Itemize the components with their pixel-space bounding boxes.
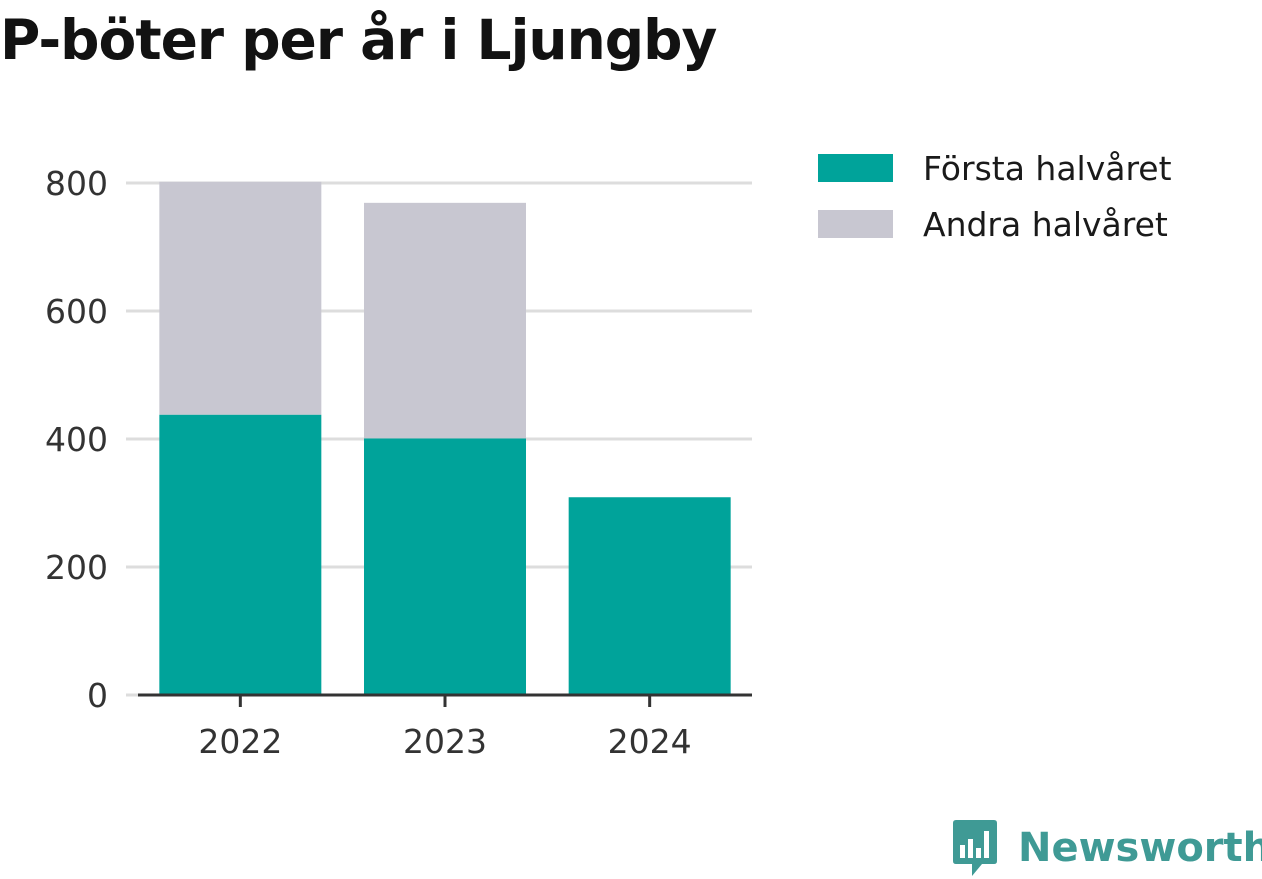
bar-2023-series-1 bbox=[364, 202, 526, 439]
bar-2022-series-1 bbox=[159, 181, 322, 415]
legend-item-andra-halvaret: Andra halvåret bbox=[818, 196, 1172, 252]
tick-labels: 0 200 400 600 800 2022 2023 2024 bbox=[45, 164, 692, 761]
x-tick-label: 2022 bbox=[198, 722, 282, 761]
y-tick-label: 600 bbox=[45, 292, 108, 331]
brand-name: Newsworthy bbox=[1018, 825, 1262, 871]
brand-logo: Newsworthy bbox=[950, 817, 1262, 879]
y-tick-label: 400 bbox=[45, 420, 108, 459]
bar-2022-series-0 bbox=[159, 414, 322, 695]
legend-swatch-andra-halvaret bbox=[818, 210, 893, 238]
y-tick-label: 0 bbox=[87, 676, 108, 715]
bars bbox=[159, 181, 731, 695]
legend-swatch-forsta-halvaret bbox=[818, 154, 893, 182]
y-tick-label: 800 bbox=[45, 164, 108, 203]
legend-label: Första halvåret bbox=[923, 148, 1172, 188]
legend-label: Andra halvåret bbox=[923, 204, 1168, 244]
y-tick-label: 200 bbox=[45, 548, 108, 587]
axes bbox=[126, 181, 752, 707]
legend-item-forsta-halvaret: Första halvåret bbox=[818, 140, 1172, 196]
bar-chart-speech-bubble-icon bbox=[953, 820, 997, 876]
bar-2023-series-0 bbox=[364, 438, 526, 695]
x-tick-label: 2024 bbox=[608, 722, 692, 761]
x-tick-label: 2023 bbox=[403, 722, 487, 761]
bar-2024-series-0 bbox=[568, 497, 731, 695]
legend: Första halvåret Andra halvåret bbox=[818, 140, 1172, 252]
chart-title: P-böter per år i Ljungby bbox=[0, 8, 717, 72]
